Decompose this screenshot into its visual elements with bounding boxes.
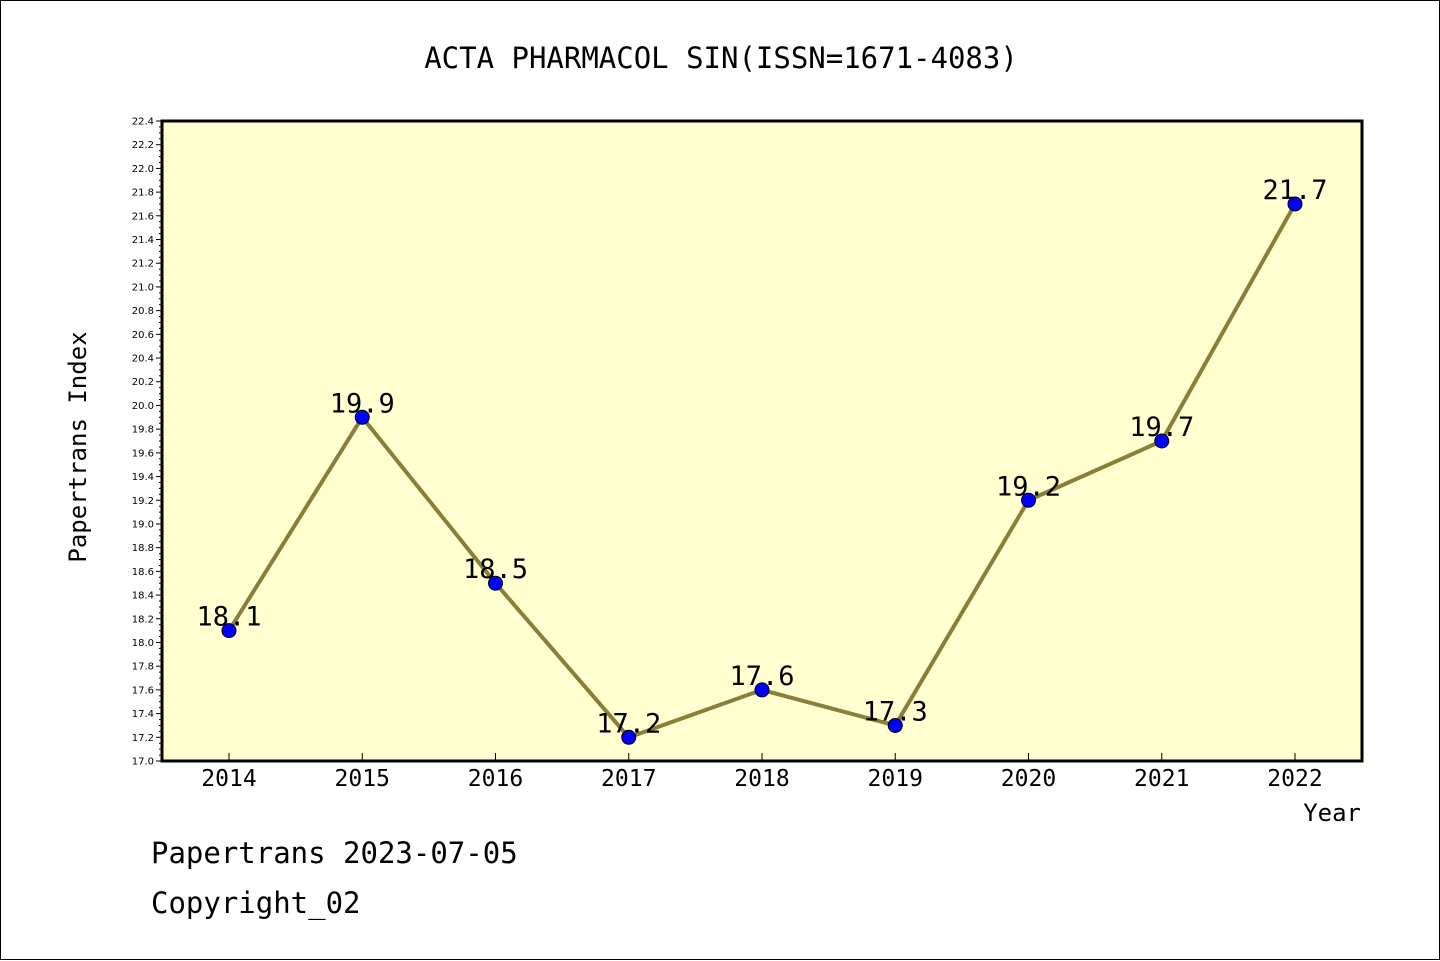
data-point [1021, 492, 1036, 508]
data-label: 19.7 [1129, 412, 1194, 443]
y-tick-label: 18.4 [132, 591, 154, 602]
x-tick-label: 2022 [1267, 766, 1322, 792]
y-tick-label: 17.4 [132, 709, 154, 720]
y-tick-label: 18.0 [132, 638, 154, 649]
data-label: 18.1 [196, 602, 261, 633]
x-tick-label: 2015 [335, 766, 390, 792]
x-tick-label: 2021 [1134, 766, 1189, 792]
y-axis-label: Papertrans Index [64, 331, 92, 562]
y-tick-label: 17.2 [132, 733, 154, 744]
data-point [354, 409, 370, 425]
y-tick-label: 19.0 [132, 519, 154, 530]
y-tick-label: 17.8 [132, 662, 154, 673]
y-tick-label: 18.2 [132, 614, 154, 625]
data-label: 17.3 [863, 696, 928, 727]
data-point [887, 717, 903, 733]
footer-copyright-label: Copyright_02 [151, 886, 361, 920]
y-tick-label: 22.0 [132, 164, 154, 175]
x-tick-label: 2020 [1001, 766, 1056, 792]
x-tick-label: 2017 [601, 766, 656, 792]
y-tick-label: 19.6 [132, 448, 154, 459]
y-tick-label: 21.2 [132, 259, 154, 270]
y-tick-label: 21.4 [132, 235, 154, 246]
data-point [621, 729, 637, 745]
y-tick-label: 20.8 [132, 306, 154, 317]
data-point [488, 575, 503, 591]
data-label: 17.2 [596, 708, 661, 739]
y-tick-label: 21.8 [132, 188, 154, 199]
y-tick-label: 21.0 [132, 282, 154, 293]
data-point [1287, 196, 1303, 212]
y-tick-label: 20.6 [132, 330, 154, 341]
x-axis-label: Year [1303, 799, 1361, 827]
plot-border [160, 119, 1364, 763]
y-tick-label: 18.6 [132, 567, 154, 578]
data-point [754, 682, 770, 698]
y-tick-label: 22.4 [132, 117, 154, 128]
x-tick-label: 2016 [468, 766, 523, 792]
y-tick-label: 20.2 [132, 377, 154, 388]
y-tick-label: 17.0 [132, 757, 154, 768]
y-tick-label: 19.2 [132, 496, 154, 507]
y-tick-label: 20.4 [132, 354, 154, 365]
data-label: 19.9 [330, 388, 395, 419]
data-label: 21.7 [1262, 175, 1327, 206]
data-label: 18.5 [463, 554, 528, 585]
x-tick-label: 2018 [734, 766, 789, 792]
y-tick-label: 20.0 [132, 401, 154, 412]
x-tick-label: 2019 [868, 766, 923, 792]
data-label: 19.2 [996, 471, 1061, 502]
chart-title: ACTA PHARMACOL SIN(ISSN=1671-4083) [424, 41, 1018, 75]
y-tick-label: 19.8 [132, 425, 154, 436]
y-tick-label: 17.6 [132, 685, 154, 696]
y-tick-label: 21.6 [132, 211, 154, 222]
data-point [221, 623, 237, 639]
data-point [1154, 433, 1170, 449]
x-tick-label: 2014 [201, 766, 256, 792]
y-tick-label: 19.4 [132, 472, 154, 483]
data-label: 17.6 [729, 661, 794, 692]
y-tick-label: 22.2 [132, 140, 154, 151]
footer-date-label: Papertrans 2023-07-05 [151, 836, 518, 870]
y-tick-label: 18.8 [132, 543, 154, 554]
